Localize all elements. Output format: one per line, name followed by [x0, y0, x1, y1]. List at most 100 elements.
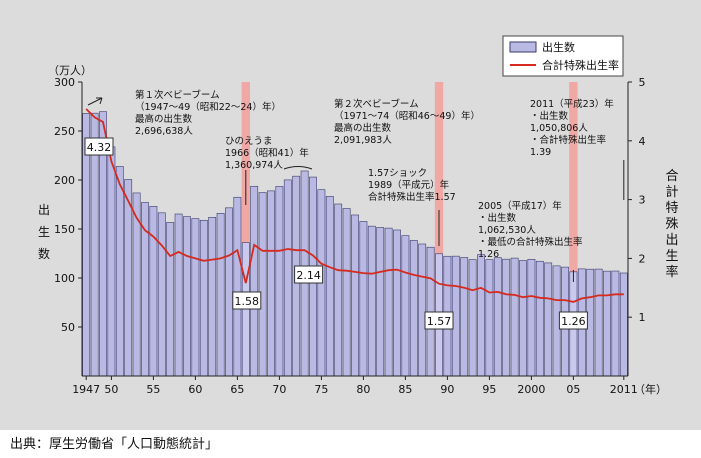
annotation-1-line-1: 1966（昭和41）年 — [225, 147, 309, 159]
annotation-5-line-0: 2011（平成23）年 — [530, 98, 614, 110]
source-note: 出典：厚生労働省「人口動態統計」 — [10, 437, 219, 452]
bar-1959 — [183, 216, 191, 377]
value-box-1973 — [294, 265, 324, 284]
x-tick-label-1990: 90 — [440, 383, 454, 396]
left-unit-label: （万人） — [48, 64, 92, 77]
bar-2002 — [544, 262, 553, 377]
bar-1979 — [351, 214, 359, 377]
bar-1968 — [258, 192, 267, 377]
bar-2011 — [619, 272, 628, 377]
right-axis-char-0: 合 — [665, 169, 678, 184]
bar-1951 — [115, 166, 124, 377]
x-tick-label-1975: 75 — [314, 383, 328, 396]
legend-bar-label: 出生数 — [542, 40, 575, 54]
value-box-2005 — [558, 311, 588, 330]
leader-brace-2 — [283, 166, 313, 170]
right-tick-label-1: 1 — [639, 311, 646, 324]
annotation-2-line-3: 2,091,983人 — [334, 135, 392, 146]
bar-1996 — [493, 257, 502, 377]
bar-1986 — [409, 240, 418, 377]
left-axis-char-1: 生 — [38, 225, 50, 239]
left-tick-label-100: 100 — [54, 272, 75, 285]
annotation-5-line-1: ・出生数 — [530, 110, 569, 122]
annotation-2-line-0: 第２次ベビーブーム — [334, 98, 419, 110]
annotation-4-line-2: 1,062,530人 — [478, 225, 536, 236]
annotation-5-line-4: 1.39 — [530, 147, 551, 158]
x-tick-label-2005: 05 — [566, 383, 580, 396]
bar-1976 — [325, 196, 334, 377]
bar-1994 — [477, 254, 485, 377]
bar-1984 — [393, 229, 401, 377]
x-tick-label-1980: 80 — [356, 383, 370, 396]
bar-1969 — [267, 190, 275, 377]
bar-1978 — [342, 208, 351, 377]
x-tick-label-2000: 2000 — [517, 383, 545, 396]
annotation-0-line-0: 第１次ベビーブーム — [135, 89, 220, 101]
tfr-line — [85, 108, 624, 303]
bar-1987 — [418, 243, 427, 377]
bar-1971 — [283, 179, 292, 377]
value-box-1966 — [232, 291, 262, 310]
left-tick-label-50: 50 — [61, 321, 75, 334]
annotation-1-line-2: 1,360,974人 — [225, 160, 283, 171]
right-axis-char-5: 生 — [665, 249, 678, 264]
bar-1977 — [334, 203, 343, 377]
bar-1980 — [359, 221, 368, 377]
bar-1961 — [199, 219, 208, 377]
bar-2000 — [527, 258, 536, 377]
bar-1950 — [107, 146, 116, 377]
value-label-1966: 1.58 — [235, 295, 260, 308]
value-box-1989 — [424, 311, 454, 330]
left-tick-label-200: 200 — [54, 174, 75, 187]
annotation-0-line-3: 2,696,638人 — [135, 126, 193, 137]
x-tick-label-1955: 55 — [146, 383, 160, 396]
right-tick-label-3: 3 — [639, 194, 646, 207]
bar-1960 — [191, 218, 200, 377]
value-box-1949 — [84, 137, 114, 156]
right-axis-char-2: 特 — [665, 201, 678, 216]
annotation-3-line-0: 1.57ショック — [368, 168, 427, 179]
bar-1957 — [166, 222, 175, 377]
left-axis-char-2: 数 — [38, 246, 50, 261]
bar-1952 — [124, 179, 133, 377]
value-label-1989: 1.57 — [427, 315, 452, 328]
annotation-4-line-3: ・最低の合計特殊出生率 — [478, 236, 583, 248]
right-tick-label-4: 4 — [639, 135, 646, 148]
bar-1998 — [510, 257, 519, 377]
left-tick-label-250: 250 — [54, 125, 75, 138]
annotation-5-line-3: ・合計特殊出生率 — [530, 134, 607, 146]
x-tick-label-1965: 65 — [230, 383, 244, 396]
highlight-1966 — [241, 82, 250, 376]
bar-1997 — [502, 258, 511, 377]
bar-1999 — [519, 260, 527, 377]
leader-arrow-1 — [87, 97, 103, 106]
annotation-0-line-1: （1947～49（昭和22～24）年） — [135, 101, 281, 113]
annotation-0-line-2: 最高の出生数 — [135, 113, 193, 125]
bar-1970 — [275, 186, 284, 377]
bar-1965 — [233, 196, 242, 377]
bar-2001 — [535, 260, 544, 377]
bar-1956 — [157, 212, 166, 377]
left-tick-label-300: 300 — [54, 76, 75, 89]
bar-1954 — [141, 202, 149, 377]
annotation-3-line-2: 合計特殊出生率1.57 — [368, 191, 456, 203]
annotation-4-line-4: 1.26 — [478, 249, 499, 260]
bar-1962 — [208, 217, 217, 377]
right-axis-char-1: 計 — [665, 184, 678, 200]
bar-1993 — [468, 259, 477, 377]
left-axis-char-0: 出 — [38, 203, 50, 217]
legend-bar-swatch — [509, 41, 537, 53]
annotation-2-line-1: （1971～74（昭和46～49）年） — [334, 110, 480, 122]
bar-2008 — [594, 268, 603, 377]
x-tick-label-1947: 1947 — [72, 383, 100, 396]
right-tick-label-5: 5 — [639, 76, 646, 89]
bar-1992 — [460, 257, 469, 377]
bar-1982 — [376, 227, 385, 377]
annotation-4-line-0: 2005（平成17）年 — [478, 200, 562, 212]
bar-1995 — [485, 259, 494, 377]
value-label-2005: 1.26 — [561, 315, 586, 328]
left-tick-label-150: 150 — [54, 223, 75, 236]
x-tick-label-2011: 2011 — [610, 383, 638, 396]
bar-1981 — [367, 225, 376, 377]
highlight-2005 — [569, 82, 578, 376]
